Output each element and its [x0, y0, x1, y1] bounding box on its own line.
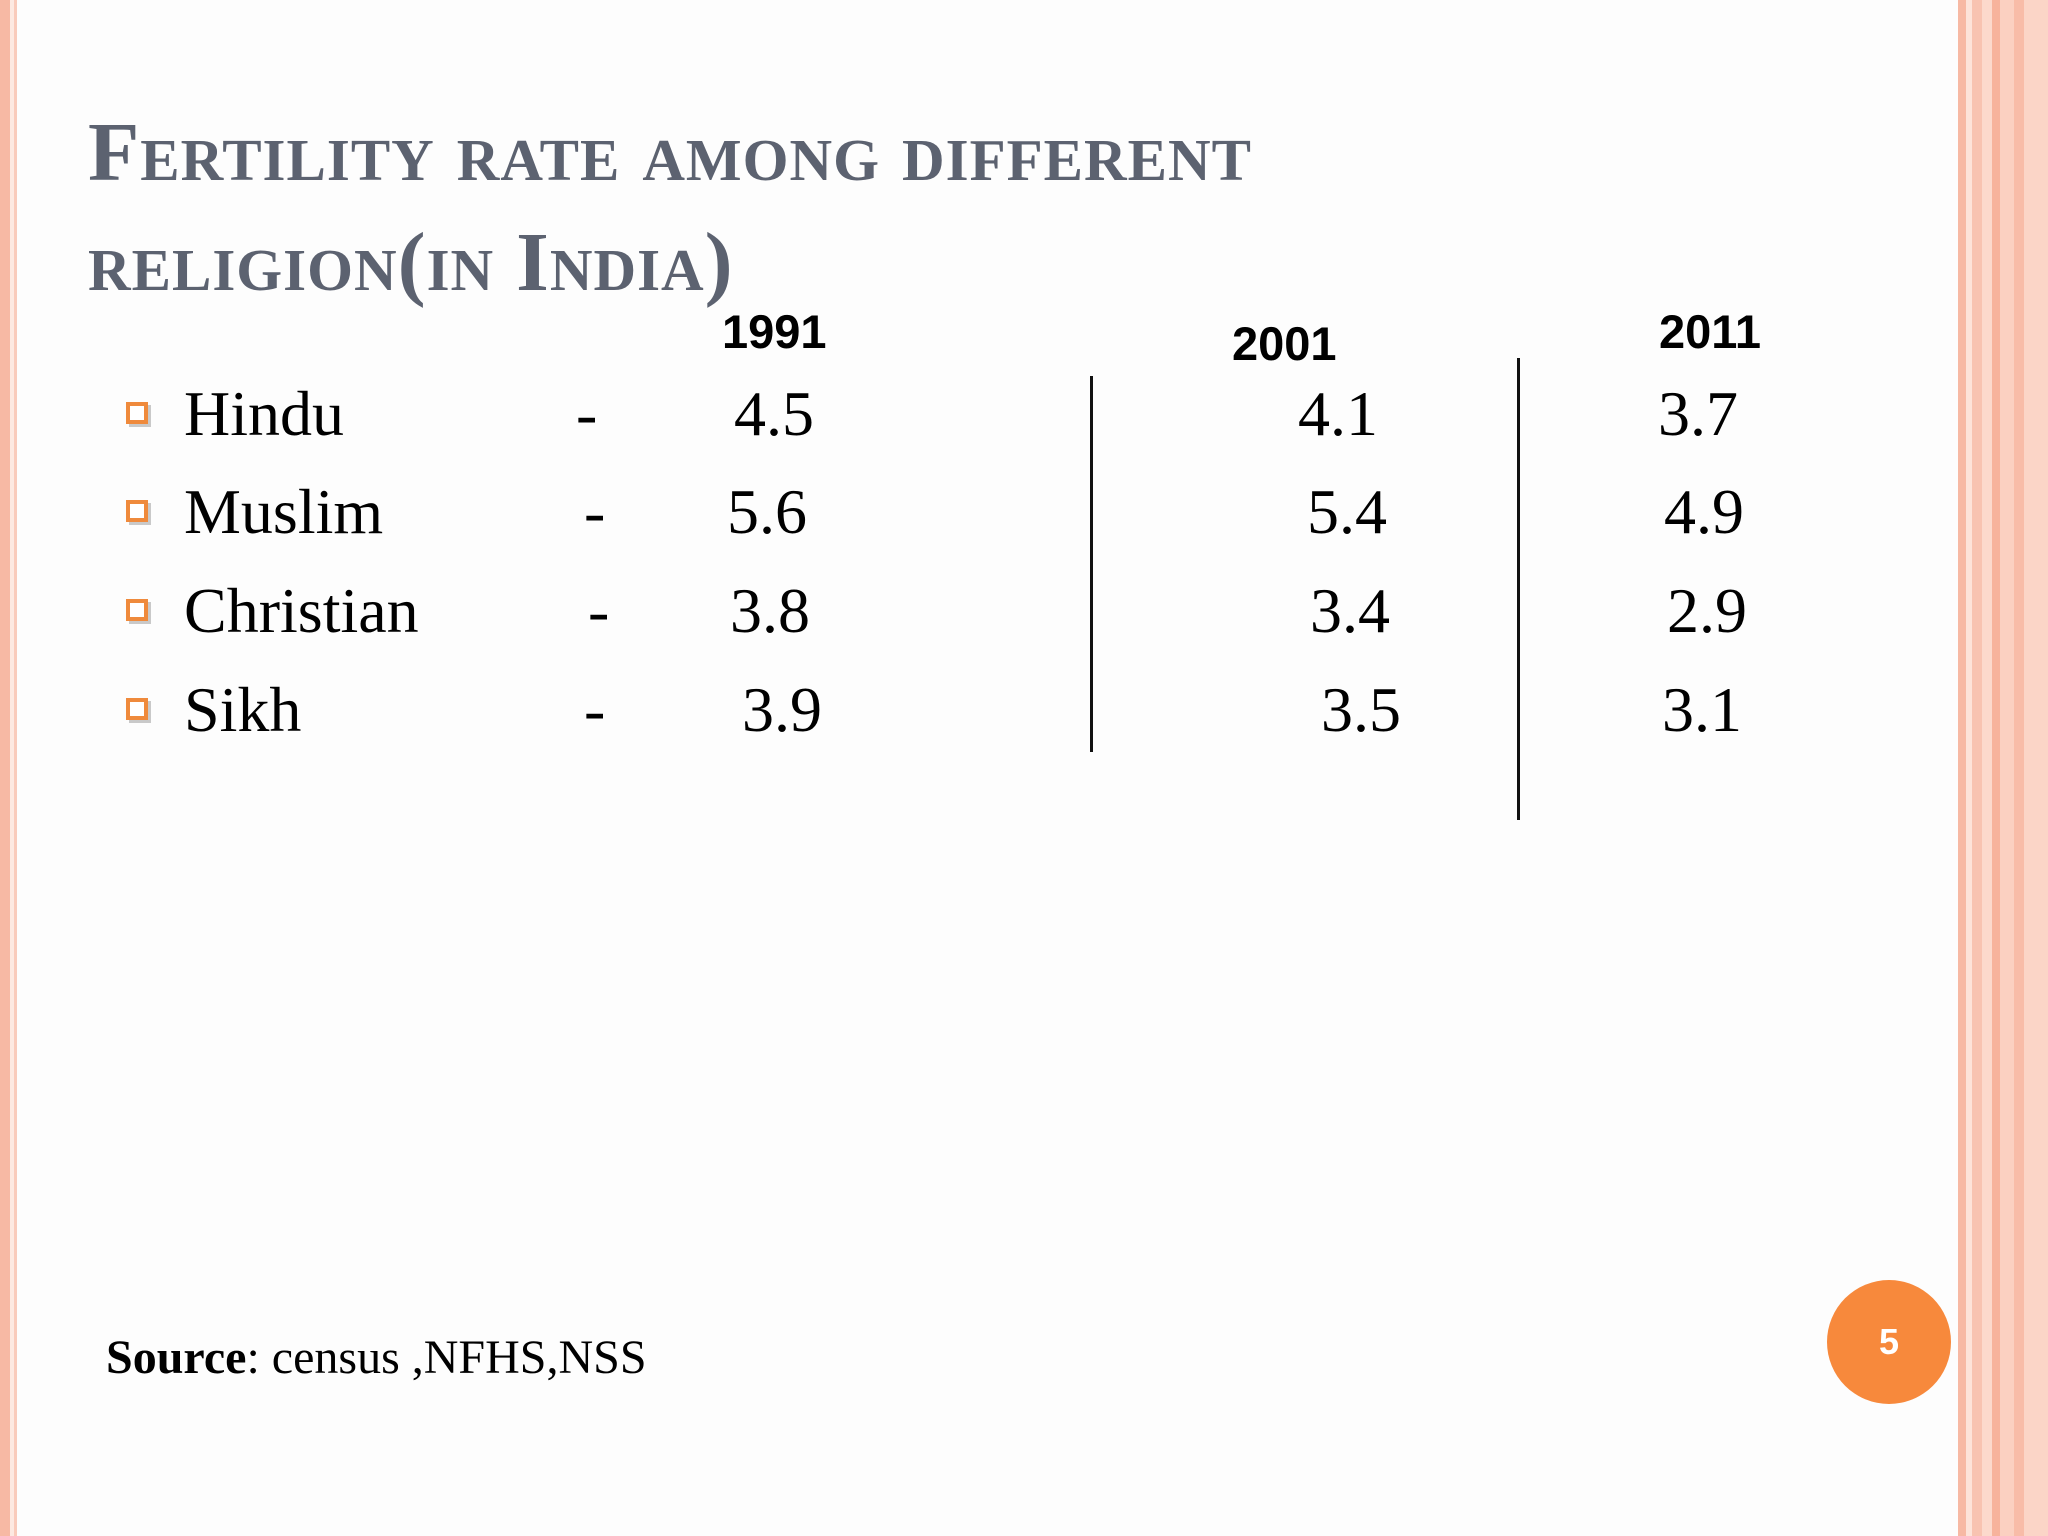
right-border-stripe — [1958, 0, 1966, 1536]
row-dash: - — [584, 674, 606, 745]
value-2011: 3.7 — [1658, 378, 1738, 449]
page-number-badge: 5 — [1827, 1280, 1951, 1404]
year-header-2001: 2001 — [1232, 317, 1337, 370]
column-divider — [1517, 358, 1520, 820]
value-2011: 2.9 — [1667, 575, 1747, 646]
right-border-stripe — [2014, 0, 2024, 1536]
right-border-stripe — [1992, 0, 2000, 1536]
slide-title: Fertility rate among different religion(… — [88, 106, 1252, 309]
religion-label: Sikh — [184, 674, 302, 745]
year-header-1991: 1991 — [722, 305, 827, 358]
table-row: Christian - 3.8 3.4 2.9 — [0, 571, 1900, 651]
value-2001: 3.4 — [1310, 575, 1390, 646]
value-1991: 3.8 — [730, 575, 810, 646]
religion-label: Muslim — [184, 476, 384, 547]
source-note: Source: census ,NFHS,NSS — [106, 1330, 647, 1386]
left-border-stripe — [0, 0, 10, 1536]
table-row: Hindu - 4.5 4.1 3.7 — [0, 374, 1900, 454]
left-border-stripe — [14, 0, 17, 1536]
right-border-stripe — [1966, 0, 1972, 1536]
row-dash: - — [584, 476, 606, 547]
left-border-stripe — [10, 0, 14, 1536]
bullet-icon — [126, 402, 148, 424]
row-dash: - — [588, 575, 610, 646]
value-2011: 3.1 — [1662, 674, 1742, 745]
table-row: Sikh - 3.9 3.5 3.1 — [0, 670, 1900, 750]
value-1991: 5.6 — [727, 476, 807, 547]
bullet-icon — [126, 599, 148, 621]
column-divider — [1090, 376, 1093, 752]
value-1991: 3.9 — [742, 674, 822, 745]
value-2001: 5.4 — [1307, 476, 1387, 547]
bullet-icon — [126, 698, 148, 720]
value-2001: 3.5 — [1321, 674, 1401, 745]
source-label: Source — [106, 1331, 247, 1384]
right-border-stripe — [2024, 0, 2048, 1536]
right-border-stripe — [1982, 0, 1992, 1536]
religion-label: Hindu — [184, 378, 344, 449]
source-text: : census ,NFHS,NSS — [246, 1331, 647, 1384]
table-row: Muslim - 5.6 5.4 4.9 — [0, 472, 1900, 552]
bullet-icon — [126, 500, 148, 522]
value-1991: 4.5 — [734, 378, 814, 449]
religion-label: Christian — [184, 575, 419, 646]
right-border-stripe — [2000, 0, 2014, 1536]
row-dash: - — [576, 378, 598, 449]
right-border-stripe — [1972, 0, 1982, 1536]
value-2001: 4.1 — [1298, 378, 1378, 449]
year-header-2011: 2011 — [1659, 305, 1761, 358]
value-2011: 4.9 — [1664, 476, 1744, 547]
